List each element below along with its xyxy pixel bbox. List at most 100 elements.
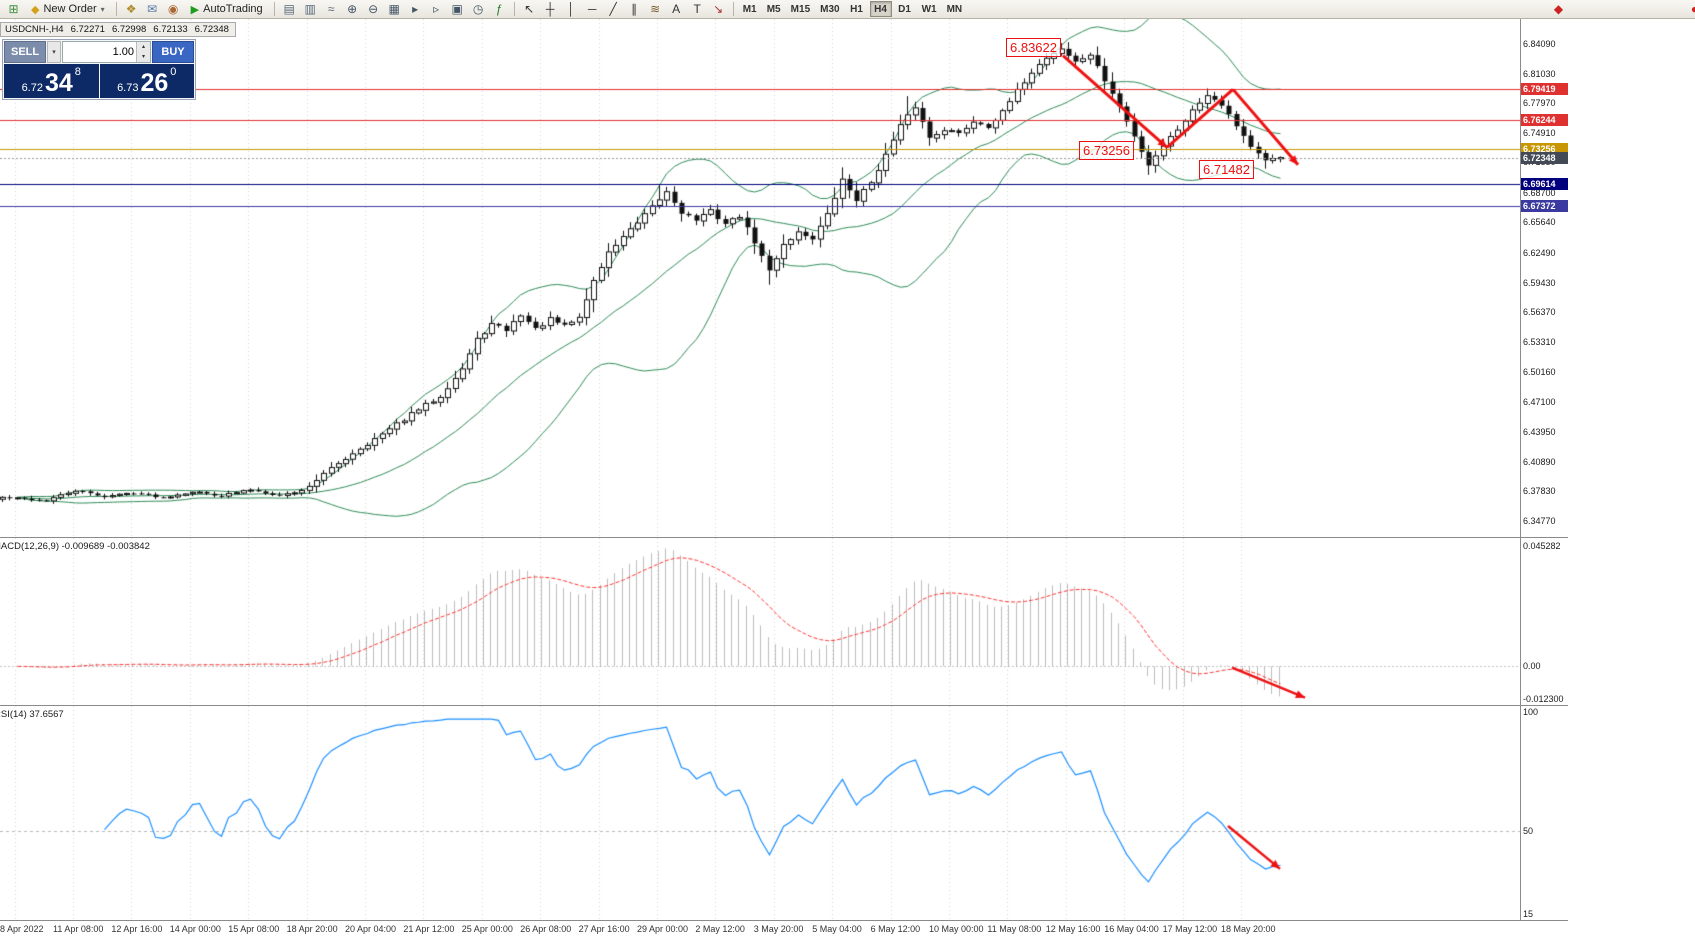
zoom-in-icon[interactable]: ⊕ xyxy=(347,1,358,16)
toolbar-separator xyxy=(513,2,515,16)
price-axis-label: 6.62490 xyxy=(1523,247,1556,258)
fibonacci-icon[interactable]: ≋ xyxy=(650,1,661,16)
volume-up-button[interactable]: ▴ xyxy=(137,42,150,52)
tile-windows-icon[interactable]: ▦ xyxy=(388,1,400,16)
text-icon[interactable]: A xyxy=(672,1,681,16)
toolbar-group-mid: ❖ ✉ ◉ xyxy=(121,1,184,18)
time-axis[interactable]: 8 Apr 2022 11 Apr 08:00 12 Apr 16:00 14 Apr… xyxy=(0,921,1568,938)
timeframe-h4[interactable]: H4 xyxy=(869,1,892,17)
price-axis-label: 6.53310 xyxy=(1523,336,1556,347)
buy-price-big: 26 xyxy=(140,69,169,97)
text-label-icon[interactable]: T xyxy=(693,1,701,16)
time-axis-label: 29 Apr 00:00 xyxy=(637,924,689,934)
buy-button[interactable]: BUY xyxy=(152,41,194,63)
equidistant-channel-icon[interactable]: ∥ xyxy=(631,1,638,16)
price-axis-label: 6.77970 xyxy=(1523,98,1556,109)
price-annotation[interactable]: 6.73256 xyxy=(1079,141,1134,160)
price-axis-label: 6.59430 xyxy=(1523,277,1556,288)
macd-panel-canvas[interactable] xyxy=(0,538,1520,705)
arrows-tool-icon[interactable]: ↘ xyxy=(713,1,724,16)
main-chart-canvas[interactable] xyxy=(0,19,1520,537)
time-axis-label: 2 May 12:00 xyxy=(695,924,745,934)
time-axis-label: 18 May 20:00 xyxy=(1221,924,1276,934)
time-axis-label: 8 Apr 2022 xyxy=(0,924,44,934)
chevron-down-icon: ▾ xyxy=(100,4,105,14)
time-axis-label: 18 Apr 20:00 xyxy=(286,924,338,934)
new-order-icon: ◆ xyxy=(31,3,40,16)
panel-separator[interactable] xyxy=(0,537,1568,538)
timeframe-m30[interactable]: M30 xyxy=(816,1,843,17)
timeframe-mn[interactable]: MN xyxy=(943,1,967,17)
zoom-out-icon[interactable]: ⊖ xyxy=(368,1,379,16)
autotrading-button[interactable]: ▶ AutoTrading xyxy=(184,1,270,18)
open-value: 6.72271 xyxy=(70,24,105,35)
indicators-icon[interactable]: ƒ xyxy=(495,1,503,16)
timeframe-w1[interactable]: W1 xyxy=(918,1,941,17)
time-axis-label: 3 May 20:00 xyxy=(753,924,804,934)
new-order-button[interactable]: ◆ New Order ▾ xyxy=(24,1,112,18)
price-axis-label: 6.34770 xyxy=(1523,516,1556,526)
price-axis-label: 6.65640 xyxy=(1523,217,1556,228)
market-watch-icon[interactable]: ❖ xyxy=(125,1,137,16)
sell-button[interactable]: SELL xyxy=(4,41,46,63)
price-axis-label: 6.40890 xyxy=(1523,456,1556,467)
trade-options-dropdown[interactable]: ▾ xyxy=(47,41,61,63)
alert-icon[interactable]: ◆ xyxy=(1553,2,1564,16)
toolbar-separator xyxy=(273,2,275,16)
low-value: 6.72133 xyxy=(153,24,188,35)
sell-price-sup: 8 xyxy=(74,66,81,78)
toolbar: ⊞ ◆ New Order ▾ ❖ ✉ ◉ ▶ AutoTrading ▤ ▥ ≈ ⊕ ⊖ ▦… xyxy=(0,0,1695,19)
sell-price-button[interactable]: 6.72 34 8 xyxy=(4,64,99,98)
cursor-icon[interactable]: ↖ xyxy=(524,1,535,16)
time-axis-label: 5 May 04:00 xyxy=(812,924,862,934)
rsi-title: RSI(14) 37.6567 xyxy=(0,709,64,720)
volume-input[interactable] xyxy=(63,42,136,62)
rsi-panel-canvas[interactable] xyxy=(0,706,1520,920)
trendline-icon[interactable]: ╱ xyxy=(609,1,617,16)
price-axis[interactable]: 6.840906.810306.779706.749106.718506.687… xyxy=(1520,19,1568,938)
autotrading-label: AutoTrading xyxy=(203,3,263,15)
timeframe-h1[interactable]: H1 xyxy=(846,1,868,17)
macd-axis-label: 0.00 xyxy=(1523,661,1541,672)
time-axis-label: 26 Apr 08:00 xyxy=(520,924,572,934)
sell-price-big: 34 xyxy=(44,69,73,97)
macd-axis-label: 0.045282 xyxy=(1523,541,1561,551)
chart-shift-icon[interactable]: ▹ xyxy=(433,1,440,16)
timeframe-m15[interactable]: M15 xyxy=(787,1,814,17)
buy-price-small: 6.73 xyxy=(117,82,139,94)
auto-scroll-icon[interactable]: ▸ xyxy=(412,1,419,16)
connection-status-icon[interactable]: ● xyxy=(1690,2,1695,16)
price-badge: 6.79419 xyxy=(1521,83,1568,96)
new-chart-icon[interactable]: ⊞ xyxy=(8,1,19,16)
price-annotation[interactable]: 6.71482 xyxy=(1199,160,1254,179)
volume-down-button[interactable]: ▾ xyxy=(137,52,150,62)
timeframe-m5[interactable]: M5 xyxy=(763,1,785,17)
price-axis-label: 6.50160 xyxy=(1523,367,1556,378)
time-axis-label: 25 Apr 00:00 xyxy=(461,924,513,934)
history-center-icon[interactable]: ◉ xyxy=(167,1,179,16)
vertical-line-icon[interactable]: │ xyxy=(567,1,575,16)
macd-axis-label: -0.012300 xyxy=(1523,694,1564,704)
new-window-icon[interactable]: ▣ xyxy=(451,1,463,16)
horizontal-line-icon[interactable]: ─ xyxy=(587,1,597,16)
news-icon[interactable]: ✉ xyxy=(147,1,158,16)
time-axis-label: 15 Apr 08:00 xyxy=(228,924,280,934)
timeframe-d1[interactable]: D1 xyxy=(894,1,916,17)
crosshair-icon[interactable]: ┼ xyxy=(545,1,555,16)
time-axis-label: 16 May 04:00 xyxy=(1104,924,1159,934)
price-axis-label: 6.37830 xyxy=(1523,486,1556,497)
panel-separator xyxy=(0,920,1568,921)
price-axis-label: 6.56370 xyxy=(1523,307,1556,318)
line-chart-icon[interactable]: ≈ xyxy=(327,1,335,16)
profiles-clock-icon[interactable]: ◷ xyxy=(472,1,484,16)
price-badge: 6.76244 xyxy=(1521,113,1568,126)
price-annotation[interactable]: 6.83622 xyxy=(1006,38,1061,57)
toolbar-group-left: ⊞ xyxy=(3,1,24,18)
time-axis-label: 6 May 12:00 xyxy=(870,924,921,934)
buy-price-button[interactable]: 6.73 26 0 xyxy=(99,64,194,98)
timeframe-m1[interactable]: M1 xyxy=(739,1,761,17)
bar-chart-icon[interactable]: ▤ xyxy=(283,1,295,16)
candlestick-chart-icon[interactable]: ▥ xyxy=(304,1,316,16)
volume-field: ▴ ▾ xyxy=(62,41,151,63)
panel-separator[interactable] xyxy=(0,705,1568,706)
